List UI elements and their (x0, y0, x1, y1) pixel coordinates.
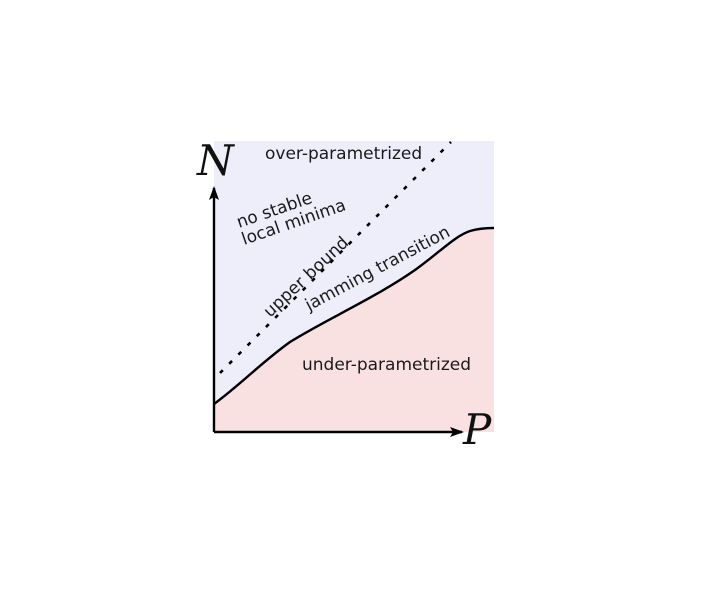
y-axis-label: N (196, 136, 235, 185)
under-parametrized-region (214, 228, 494, 432)
jamming-transition-curve (213, 226, 495, 405)
upper-bound-line (219, 141, 452, 374)
x-axis-label: P (462, 405, 492, 454)
under-parametrized-label: under-parametrized (302, 355, 471, 375)
over-parametrized-label: over-parametrized (265, 144, 422, 164)
